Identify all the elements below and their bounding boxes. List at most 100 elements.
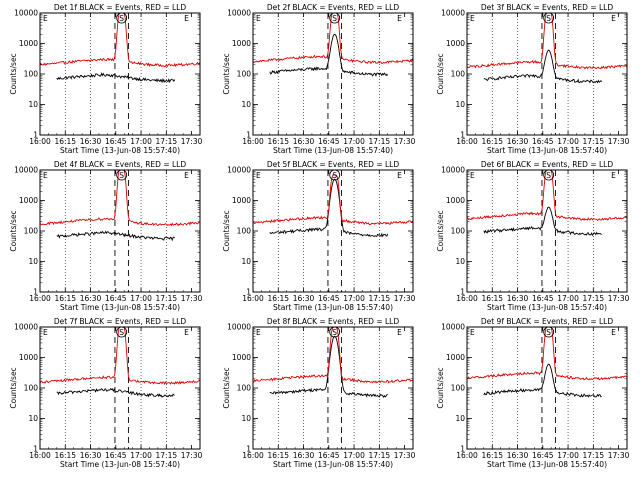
x-tick-label: 16:15 [54, 137, 76, 146]
x-tick-label: 17:15 [583, 137, 605, 146]
y-tick-label: 1000 [446, 353, 465, 362]
s-marker-label: S [332, 328, 337, 337]
y-tick-label: 10 [455, 100, 465, 109]
x-axis-label: Start Time (13-Jun-08 15:57:40) [60, 460, 180, 469]
x-axis-label: Start Time (13-Jun-08 15:57:40) [60, 146, 180, 155]
x-tick-label: 16:15 [481, 451, 503, 460]
y-tick-label: 100 [237, 227, 252, 236]
y-axis-label: Counts/sec [436, 210, 445, 251]
s-marker-label: S [546, 171, 551, 180]
y-tick-label: 1 [33, 288, 38, 297]
x-tick-label: 16:45 [532, 294, 554, 303]
x-tick-label: 17:30 [608, 451, 630, 460]
x-tick-label: 16:30 [80, 294, 102, 303]
x-tick-label: 17:15 [369, 137, 391, 146]
chart-panel-7: Det 7f BLACK = Events, RED = LLD 1 10 100 10… [9, 317, 203, 469]
x-tick-label: 16:30 [80, 451, 102, 460]
e-marker-label: E [397, 171, 402, 180]
x-tick-label: 17:00 [343, 294, 365, 303]
s-marker-label: S [332, 14, 337, 23]
e-marker-label: E [43, 328, 48, 337]
x-tick-label: 16:15 [481, 137, 503, 146]
x-tick-label: 16:30 [507, 137, 529, 146]
plot-frame [252, 169, 414, 293]
s-marker-label: S [119, 14, 124, 23]
e-marker-label: E [611, 328, 616, 337]
x-tick-label: 17:30 [181, 294, 203, 303]
x-tick-label: 17:15 [369, 451, 391, 460]
s-marker-circle [543, 326, 555, 338]
y-tick-label: 1000 [19, 196, 38, 205]
e-marker-label: E [397, 14, 402, 23]
e-marker-label: E [470, 171, 475, 180]
e-marker-label: E [611, 14, 616, 23]
chart-title: Det 9f BLACK = Events, RED = LLD [481, 317, 614, 326]
plot-frame [252, 12, 414, 136]
x-tick-label: 16:45 [318, 451, 340, 460]
chart-title: Det 2f BLACK = Events, RED = LLD [267, 3, 400, 12]
x-tick-label: 17:00 [130, 451, 152, 460]
y-axis-label: Counts/sec [222, 367, 231, 408]
x-tick-label: 16:30 [507, 451, 529, 460]
events-series-line [483, 206, 602, 237]
chart-title: Det 5f BLACK = Events, RED = LLD [267, 160, 400, 169]
s-marker-label: S [119, 171, 124, 180]
x-axis-label: Start Time (13-Jun-08 15:57:40) [60, 303, 180, 312]
e-marker-label: E [184, 14, 189, 23]
events-series-line [56, 230, 175, 242]
x-tick-label: 16:00 [456, 451, 478, 460]
x-axis-label: Start Time (13-Jun-08 15:57:40) [273, 303, 393, 312]
s-marker-label: S [546, 14, 551, 23]
y-tick-label: 10000 [14, 323, 38, 332]
y-tick-label: 100 [451, 227, 466, 236]
x-tick-label: 17:15 [369, 294, 391, 303]
y-tick-label: 10 [28, 414, 38, 423]
x-tick-label: 17:30 [394, 137, 416, 146]
s-marker-circle [543, 12, 555, 24]
x-tick-label: 16:00 [242, 451, 264, 460]
y-tick-label: 10000 [227, 9, 251, 18]
plot-frame [466, 326, 628, 450]
x-tick-label: 16:00 [242, 137, 264, 146]
x-axis-label: Start Time (13-Jun-08 15:57:40) [487, 460, 607, 469]
x-tick-label: 16:45 [532, 137, 554, 146]
chart-panel-9: Det 9f BLACK = Events, RED = LLD 1 10 100 10… [436, 317, 630, 469]
y-tick-label: 100 [237, 384, 252, 393]
x-tick-label: 17:15 [156, 451, 178, 460]
y-tick-label: 100 [451, 384, 466, 393]
x-tick-label: 17:30 [608, 294, 630, 303]
y-tick-label: 10 [28, 257, 38, 266]
y-tick-label: 1 [460, 131, 465, 140]
e-marker-label: E [256, 171, 261, 180]
e-marker-label: E [256, 328, 261, 337]
x-tick-label: 17:15 [156, 137, 178, 146]
plot-frame [39, 326, 201, 450]
e-marker-label: E [256, 14, 261, 23]
x-axis-label: Start Time (13-Jun-08 15:57:40) [487, 146, 607, 155]
y-tick-label: 100 [24, 227, 39, 236]
events-series-line [56, 72, 176, 84]
x-tick-label: 17:15 [583, 294, 605, 303]
s-marker-circle [329, 326, 341, 338]
y-tick-label: 1000 [19, 353, 38, 362]
x-tick-label: 16:15 [267, 451, 289, 460]
x-tick-label: 16:00 [29, 451, 51, 460]
y-tick-label: 1 [33, 445, 38, 454]
plot-frame [252, 326, 414, 450]
x-tick-label: 17:00 [557, 294, 579, 303]
x-tick-label: 17:30 [608, 137, 630, 146]
y-axis-label: Counts/sec [436, 53, 445, 94]
x-tick-label: 16:45 [532, 451, 554, 460]
chart-panel-8: Det 8f BLACK = Events, RED = LLD 1 10 100 10… [222, 317, 416, 469]
y-tick-label: 100 [24, 70, 39, 79]
y-tick-label: 1 [33, 131, 38, 140]
x-tick-label: 16:00 [456, 294, 478, 303]
y-tick-label: 1000 [19, 39, 38, 48]
y-tick-label: 10 [28, 100, 38, 109]
chart-panel-4: Det 4f BLACK = Events, RED = LLD 1 10 100 10… [9, 160, 203, 312]
y-tick-label: 10000 [227, 323, 251, 332]
x-tick-label: 16:45 [105, 451, 127, 460]
x-tick-label: 17:30 [394, 294, 416, 303]
x-tick-label: 16:15 [267, 294, 289, 303]
